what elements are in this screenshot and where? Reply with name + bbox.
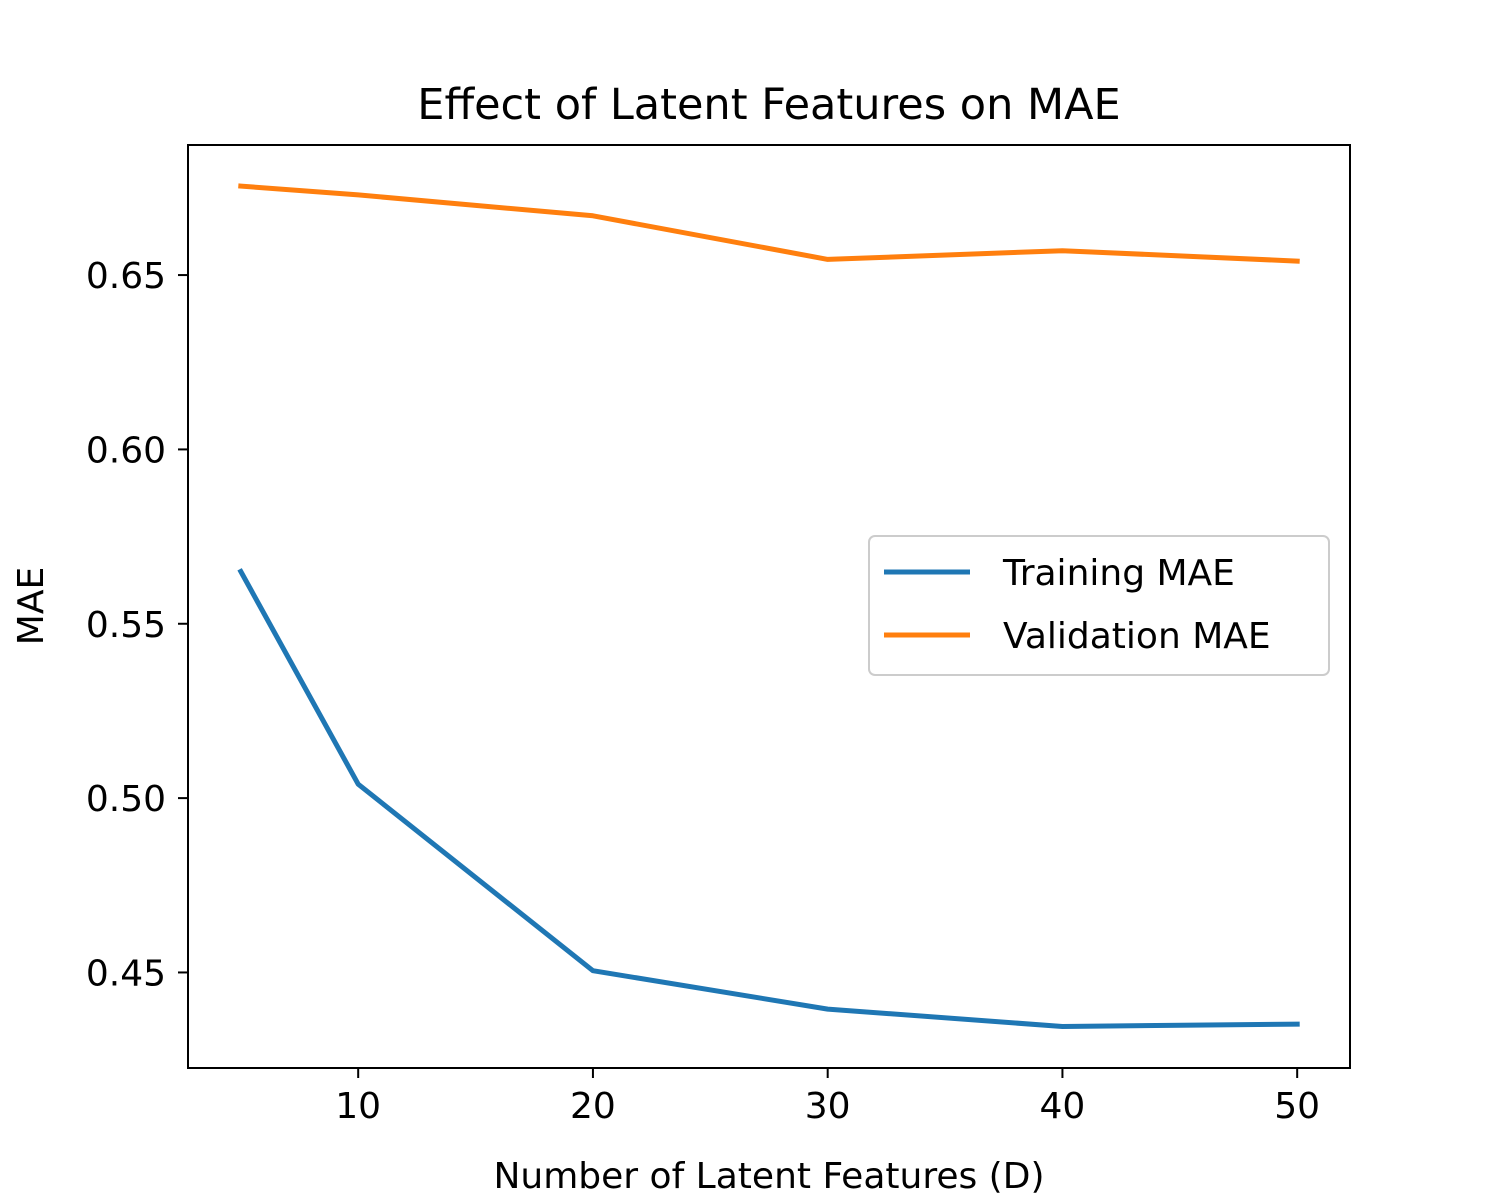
legend-label-validation: Validation MAE [1003, 616, 1271, 657]
y-axis-label: MAE [11, 567, 52, 645]
y-tick-label: 0.65 [86, 256, 166, 297]
series-line-validation [238, 183, 1300, 264]
legend-label-training: Training MAE [1002, 553, 1235, 594]
y-tick-label: 0.60 [86, 430, 166, 471]
x-tick-label: 10 [335, 1086, 381, 1127]
y-tick-label: 0.45 [86, 953, 166, 994]
y-tick-label: 0.55 [86, 605, 166, 646]
y-axis-ticks: 0.45 0.50 0.55 0.60 0.65 [86, 256, 188, 994]
x-tick-label: 50 [1274, 1086, 1320, 1127]
legend-box [868, 535, 1330, 676]
x-axis-label: Number of Latent Features (D) [493, 1156, 1044, 1197]
x-tick-label: 30 [805, 1086, 851, 1127]
y-tick-label: 0.50 [86, 779, 166, 820]
series-line-training [237, 568, 1300, 1029]
series-lines [237, 183, 1300, 1029]
chart-title: Effect of Latent Features on MAE [417, 80, 1120, 130]
x-tick-label: 40 [1040, 1086, 1086, 1127]
x-tick-label: 20 [570, 1086, 616, 1127]
axes-frame [187, 144, 1351, 1069]
legend: Training MAE Validation MAE [868, 535, 1330, 676]
x-axis-ticks: 10 20 30 40 50 [335, 1068, 1320, 1127]
